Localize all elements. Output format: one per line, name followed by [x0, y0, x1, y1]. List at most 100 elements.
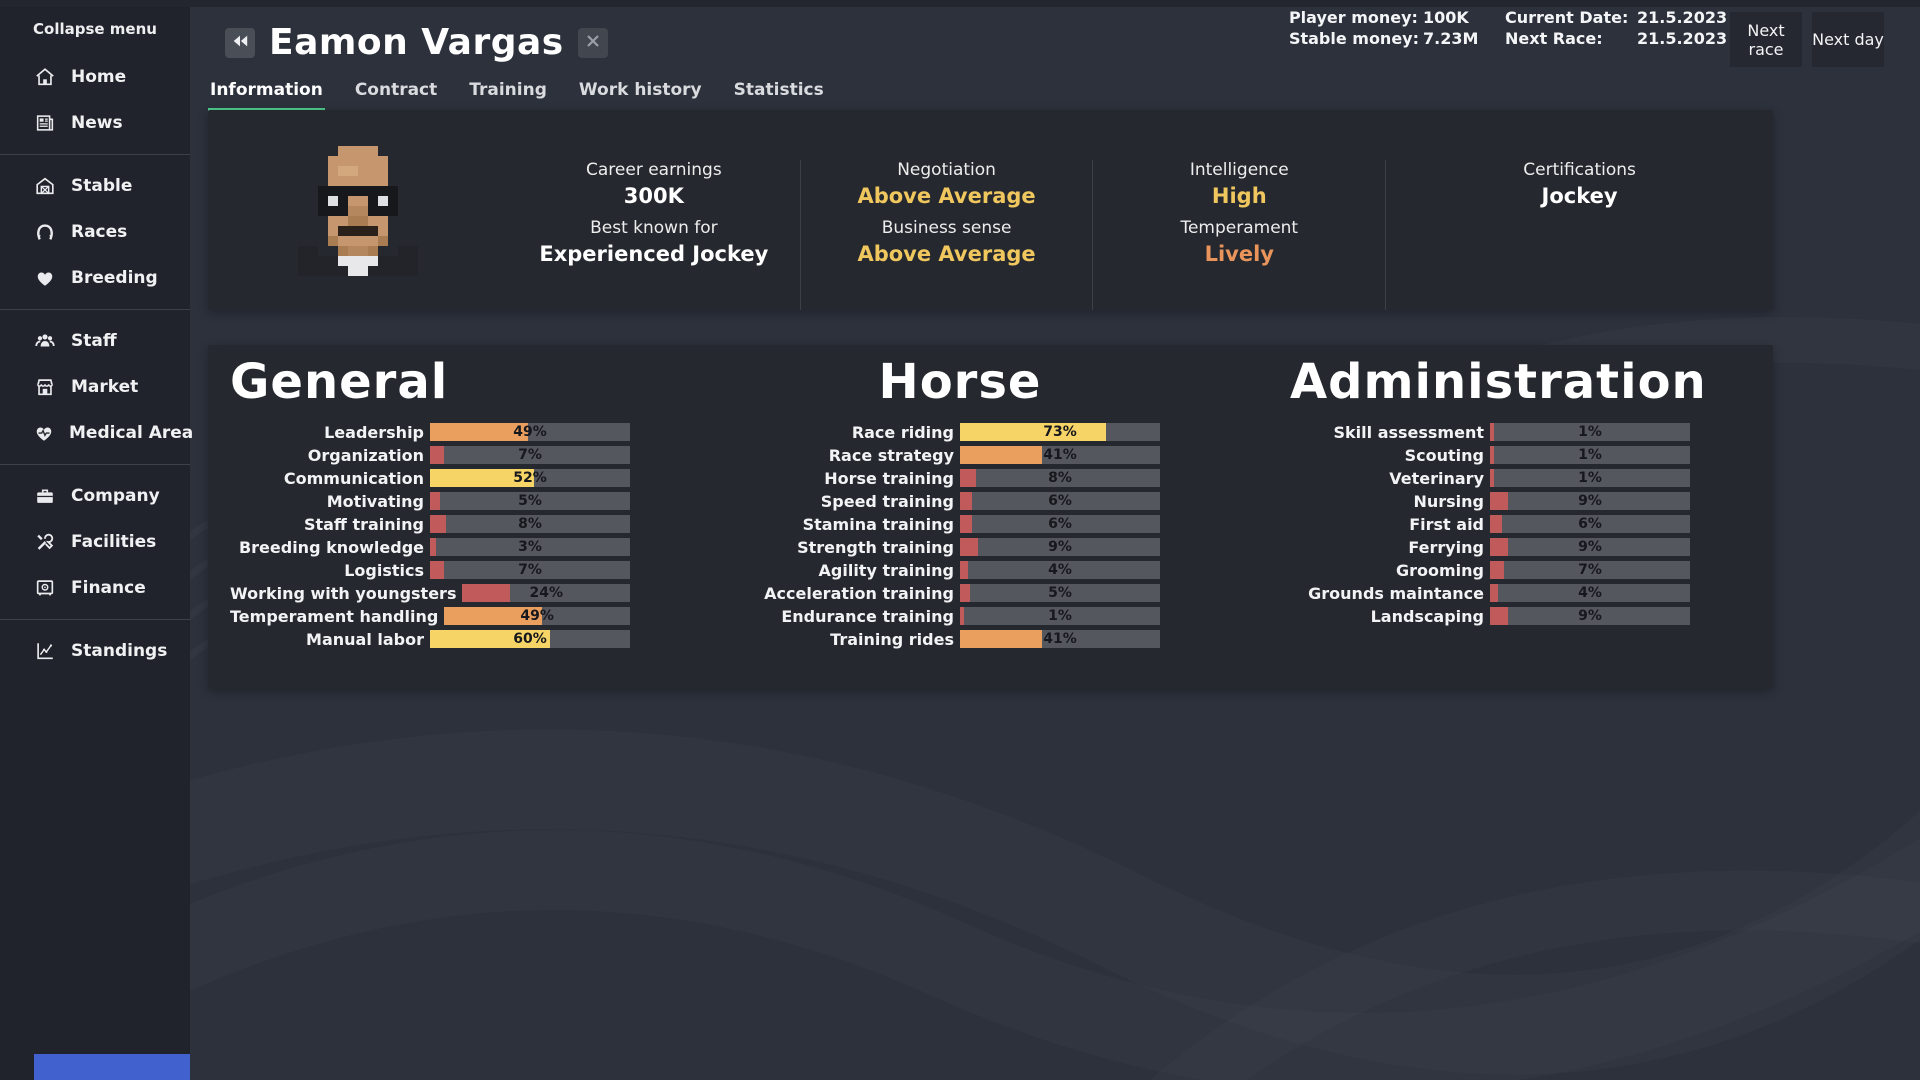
skill-row: Leadership 49% [230, 423, 630, 442]
skill-percent: 6% [1048, 516, 1072, 533]
skill-bar-fill [444, 607, 543, 626]
skill-bar: 52% [430, 469, 630, 488]
avatar [208, 110, 508, 310]
skill-rows: Leadership 49% Organization 7% Communication… [230, 423, 630, 649]
skill-percent: 4% [1578, 585, 1602, 602]
skill-label: Staff training [303, 514, 424, 534]
skill-bar: 41% [960, 446, 1160, 465]
sidebar-item-label: News [71, 113, 123, 133]
skill-bar-fill [1490, 538, 1508, 557]
sidebar-item-medical-area[interactable]: Medical Area [0, 410, 193, 456]
skill-bar-fill [1490, 607, 1508, 626]
tab-contract[interactable]: Contract [353, 78, 439, 111]
sidebar-item-label: Races [71, 222, 128, 242]
skill-bar: 8% [430, 515, 630, 534]
next-day-button[interactable]: Next day [1812, 12, 1884, 67]
sidebar-item-finance[interactable]: Finance [0, 565, 190, 611]
skill-percent: 9% [1048, 539, 1072, 556]
skill-section-general: General Leadership 49% Organization 7% Commun… [230, 357, 630, 689]
sidebar-item-staff[interactable]: Staff [0, 318, 190, 364]
skill-row: Strength training 9% [760, 537, 1160, 557]
skill-percent: 1% [1048, 608, 1072, 625]
skill-bar: 9% [1490, 492, 1690, 511]
skill-row: Race strategy 41% [760, 446, 1160, 465]
sidebar-bottom-blue-box [34, 1054, 190, 1080]
skill-percent: 1% [1578, 447, 1602, 464]
sidebar-item-facilities[interactable]: Facilities [0, 519, 190, 565]
skill-percent: 6% [1578, 516, 1602, 533]
tab-information[interactable]: Information [208, 78, 325, 111]
skill-row: Motivating 5% [230, 492, 630, 511]
tab-work-history[interactable]: Work history [577, 78, 704, 111]
next-race-button[interactable]: Next race [1730, 12, 1802, 67]
main-area: Player money: 100K Current Date: 21.5.20… [190, 0, 1920, 1080]
skill-bar-fill [960, 515, 972, 534]
tab-bar: Information Contract Training Work history S… [208, 78, 826, 111]
collapse-menu-button[interactable]: Collapse menu [33, 20, 157, 38]
profile-column: Certifications Jockey [1385, 160, 1773, 310]
profile-attribute-value: Above Average [857, 242, 1036, 266]
skill-label: Race riding [851, 422, 954, 442]
skill-bar-fill [1490, 423, 1494, 442]
profile-attribute-value: Lively [1204, 242, 1274, 266]
sidebar-item-company[interactable]: Company [0, 473, 190, 519]
skill-bar-fill [960, 492, 972, 511]
sidebar-item-stable[interactable]: Stable [0, 163, 190, 209]
sidebar-divider [0, 309, 190, 310]
sidebar-divider [0, 464, 190, 465]
skill-bar-fill [960, 630, 1042, 649]
skill-bar: 1% [960, 607, 1160, 626]
stable-icon [33, 174, 57, 198]
sidebar-item-news[interactable]: News [0, 100, 190, 146]
sidebar-item-breeding[interactable]: Breeding [0, 255, 190, 301]
skill-bar: 24% [462, 584, 630, 603]
skill-bar: 49% [430, 423, 630, 442]
tab-statistics[interactable]: Statistics [732, 78, 826, 111]
skill-label: Skill assessment [1333, 422, 1485, 442]
skill-label: Ferrying [1408, 537, 1484, 557]
skill-bar-fill [1490, 561, 1504, 580]
skill-percent: 3% [518, 539, 542, 556]
skill-label: Grooming [1395, 560, 1484, 580]
sidebar-item-label: Breeding [71, 268, 158, 288]
current-date-value: 21.5.2023 [1637, 8, 1728, 27]
company-icon [33, 484, 57, 508]
sidebar-item-label: Staff [71, 331, 117, 351]
skill-row: Breeding knowledge 3% [230, 538, 630, 557]
skill-bar: 6% [960, 492, 1160, 511]
player-money-value: 100K [1423, 8, 1469, 27]
skill-bar: 1% [1490, 469, 1690, 488]
skill-bar: 1% [1490, 423, 1690, 442]
skill-percent: 5% [1048, 585, 1072, 602]
skill-bar: 60% [430, 630, 630, 649]
skill-rows: Race riding 73% Race strategy 41% Horse trai… [760, 422, 1160, 649]
skill-bar-fill [960, 446, 1042, 465]
skill-row: Stamina training 6% [760, 515, 1160, 534]
profile-attribute-label: Career earnings [586, 160, 722, 180]
close-button[interactable] [577, 27, 608, 58]
skill-percent: 5% [518, 493, 542, 510]
sidebar-item-races[interactable]: Races [0, 209, 190, 255]
sidebar-item-home[interactable]: Home [0, 54, 190, 100]
next-race-date: 21.5.2023 [1637, 29, 1728, 48]
skill-percent: 8% [1048, 470, 1072, 487]
skill-bar-fill [430, 630, 550, 649]
skill-percent: 9% [1578, 608, 1602, 625]
skill-label: Training rides [830, 629, 954, 649]
skill-bar: 8% [960, 469, 1160, 488]
skill-bar-fill [430, 446, 444, 465]
skill-row: Grounds maintance 4% [1290, 584, 1690, 603]
skill-label: Strength training [797, 537, 954, 557]
skill-bar: 49% [444, 607, 630, 626]
profile-attribute-label: Best known for [590, 218, 718, 238]
skill-percent: 7% [518, 562, 542, 579]
sidebar-item-market[interactable]: Market [0, 364, 190, 410]
skill-row: Organization 7% [230, 446, 630, 465]
tab-training[interactable]: Training [467, 78, 549, 111]
skill-bar-fill [462, 584, 511, 603]
home-icon [33, 65, 57, 89]
skill-row: Ferrying 9% [1290, 537, 1690, 557]
skill-bar: 4% [960, 561, 1160, 580]
sidebar-item-standings[interactable]: Standings [0, 628, 190, 674]
back-button[interactable] [225, 27, 255, 58]
